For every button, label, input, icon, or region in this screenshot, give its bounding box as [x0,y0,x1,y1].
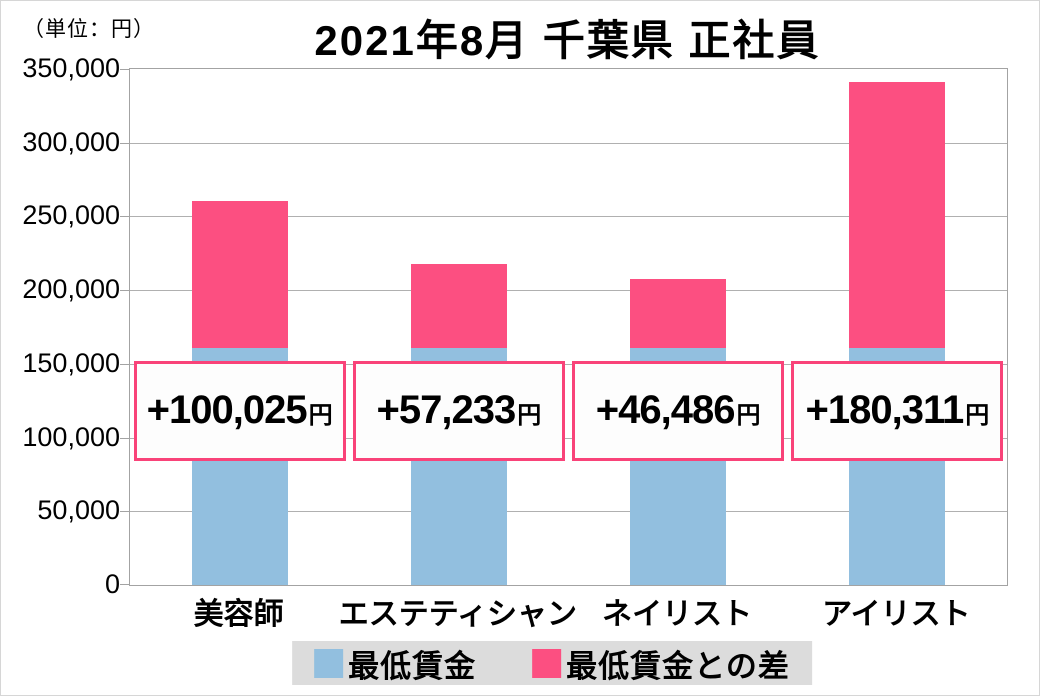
y-tick-label: 250,000 [22,200,120,231]
gridline [130,511,1007,513]
legend-label: 最低賃金 [348,648,477,684]
legend-swatch-icon [532,648,562,678]
gridline [130,363,1007,365]
diff-label-suffix: 円 [736,402,761,429]
y-tick-label: 350,000 [22,53,120,83]
gridline [130,290,1007,292]
y-tick-label: 300,000 [22,126,120,157]
category-label: アイリスト [822,598,971,631]
legend-item: 最低賃金 [314,641,476,686]
y-axis-tick-mark [120,363,129,365]
category-label: エステティシャン [338,598,577,631]
legend-item: 最低賃金との差 [532,641,790,686]
category-label: ネイリスト [602,598,753,631]
diff-label-suffix: 円 [965,402,990,429]
chart-title: 2021年8月 千葉県 正社員 [314,17,821,64]
y-axis-tick-mark [120,511,129,513]
gridline [130,437,1007,439]
diff-label-value: +100,025 [146,388,308,432]
y-tick-label: 100,000 [22,421,120,452]
bar-diff-segment [849,82,946,348]
bar-diff-segment [191,200,288,348]
category-label: 美容師 [193,598,284,631]
plot-area: +100,025円 +57,233円 +46,486円 +180,311円 [120,68,1008,586]
diff-label-value: +57,233 [376,388,517,432]
unit-label: （単位：円） [23,18,155,41]
y-axis-tick-mark [120,142,129,144]
y-axis-tick-mark [120,437,129,439]
y-tick-label: 50,000 [37,495,120,526]
legend: 最低賃金 最低賃金との差 [292,641,812,685]
y-axis-tick-mark [120,216,129,218]
y-tick-label: 150,000 [22,347,120,378]
diff-label-suffix: 円 [308,402,333,429]
bar-diff-segment [410,263,507,348]
y-tick-label: 0 [104,569,120,599]
y-tick-label: 200,000 [22,274,120,305]
diff-label-box: +100,025円 [133,361,346,461]
legend-label: 最低賃金との差 [566,648,790,684]
y-axis-tick-mark [120,290,129,292]
diff-label-value: +180,311 [805,388,965,432]
diff-label-suffix: 円 [517,402,542,429]
diff-label-box: +57,233円 [352,361,565,461]
diff-label-box: +180,311円 [791,361,1004,461]
diff-label-box: +46,486円 [572,361,785,461]
diff-label-value: +46,486 [595,388,736,432]
legend-swatch-icon [314,648,344,678]
y-axis-tick-mark [120,69,129,70]
bar-diff-segment [630,279,727,348]
y-axis-tick-mark [120,584,129,585]
gridline [130,216,1007,218]
gridline [130,142,1007,144]
